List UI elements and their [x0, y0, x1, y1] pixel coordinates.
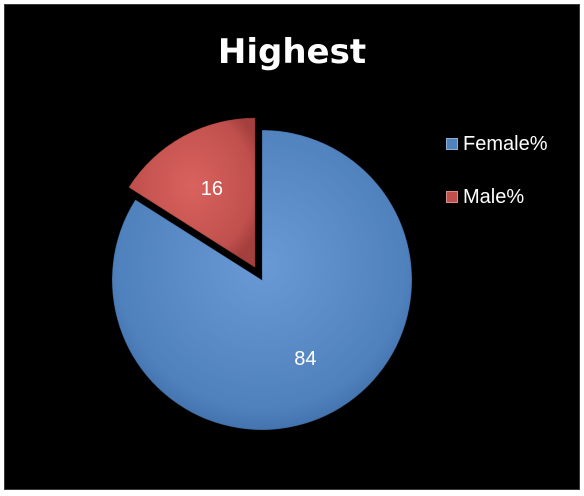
data-label-female: 84 [294, 348, 316, 370]
pie-slice-female [111, 129, 413, 431]
legend: Female% Male% [446, 130, 580, 236]
data-label-male: 16 [201, 178, 223, 200]
legend-swatch-female [446, 138, 458, 150]
chart-title: Highest [217, 32, 367, 72]
legend-swatch-male [446, 191, 458, 203]
legend-item-female: Female% [446, 130, 580, 158]
legend-label-female: Female% [463, 133, 548, 155]
pie-slices [111, 117, 413, 431]
legend-label-male: Male% [463, 186, 525, 208]
legend-item-male: Male% [446, 183, 580, 211]
pie-slice-male [127, 117, 256, 269]
data-labels: 84 16 [201, 178, 317, 370]
